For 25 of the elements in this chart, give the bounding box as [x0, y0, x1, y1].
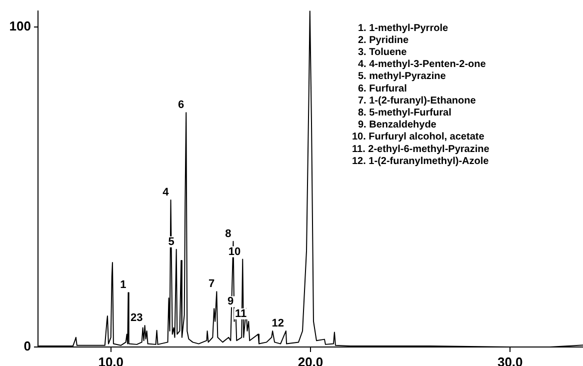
annotation: 5 [168, 236, 174, 248]
annotation: 11 [234, 308, 247, 320]
annotation: 8 [225, 228, 232, 240]
annotation: 8. 5-methyl-Furfural [358, 107, 452, 118]
annotation: 12. 1-(2-furanylmethyl)-Azole [352, 156, 490, 167]
annotation: 6. Furfural [358, 83, 408, 94]
annotation: 12 [272, 318, 284, 330]
annotation: 11. 2-ethyl-6-methyl-Pyrazine [352, 144, 490, 155]
annotation: 7 [208, 278, 215, 290]
annotation: 9 [228, 296, 234, 308]
y-tick-label: 0 [24, 338, 31, 354]
annotation: 4. 4-methyl-3-Penten-2-one [358, 59, 486, 70]
annotation: 7. 1-(2-furanyl)-Ethanone [358, 95, 476, 106]
annotation: 2. Pyridine [358, 34, 410, 46]
annotation: 4 [162, 186, 170, 199]
annotation: 6 [178, 99, 184, 112]
annotation: 10. Furfuryl alcohol, acetate [352, 132, 485, 143]
annotation: 5. methyl-Pyrazine [358, 71, 446, 82]
annotation: 1. 1-methyl-Pyrrole [358, 22, 448, 34]
annotation: 10 [228, 246, 241, 258]
annotation: 9. Benzaldehyde [358, 120, 437, 131]
y-tick-label: 100 [9, 18, 31, 34]
annotation: 1 [120, 279, 126, 292]
annotation: 23 [130, 312, 143, 324]
annotation: 3. Toluene [358, 46, 408, 58]
